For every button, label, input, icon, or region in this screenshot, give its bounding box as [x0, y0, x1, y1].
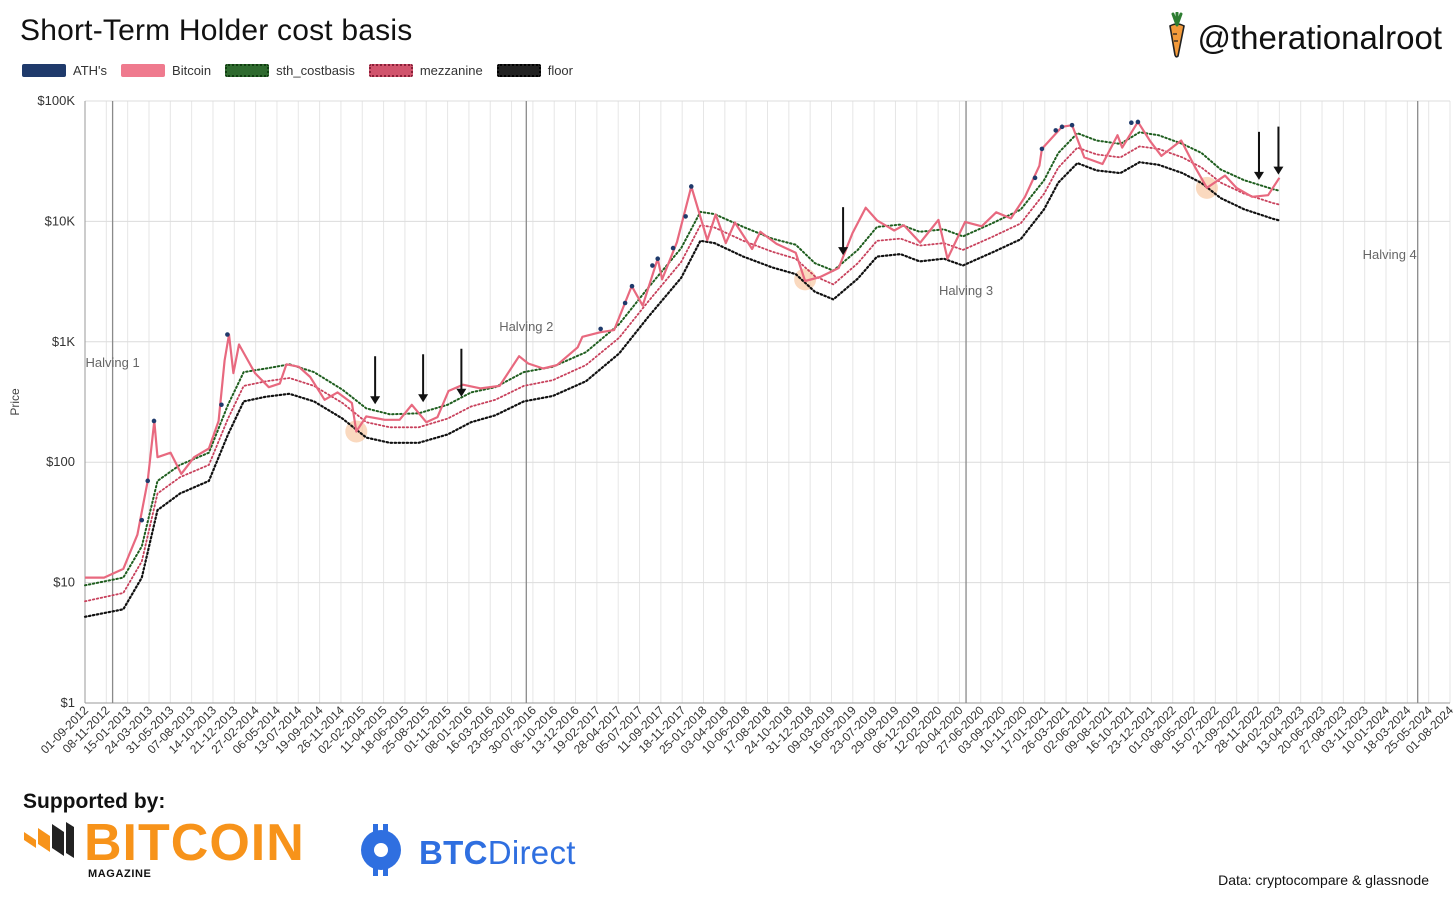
legend-label-ath: ATH's	[73, 63, 108, 78]
ath-point	[145, 478, 151, 484]
legend-swatch-mezzanine	[368, 64, 413, 77]
btcdirect-icon	[355, 822, 407, 883]
ath-point	[151, 418, 157, 424]
annotation-arrow-head	[370, 396, 381, 405]
legend-label-mezzanine: mezzanine	[419, 63, 483, 78]
annotation-arrow-head	[1253, 171, 1264, 180]
bitcoin-magazine-logo: BITCOIN MAGAZINE	[22, 814, 305, 880]
ath-point	[1039, 146, 1045, 152]
ath-point	[670, 245, 676, 251]
legend-swatch-ath	[22, 64, 66, 77]
ath-point	[688, 184, 694, 189]
chart-title: Short-Term Holder cost basis	[20, 14, 413, 47]
btcdirect-wordmark: BTCDirect	[419, 834, 576, 872]
legend-label-bitcoin: Bitcoin	[172, 63, 212, 78]
supported-by-label: Supported by:	[23, 790, 166, 813]
ath-point	[1059, 124, 1065, 130]
ath-point	[225, 332, 230, 337]
ath-point	[629, 283, 635, 289]
series-line-sth-costbasis	[84, 131, 1281, 587]
ath-point	[650, 263, 655, 268]
y-tick-label: $10	[53, 575, 75, 590]
ath-point	[1053, 128, 1059, 133]
halving-label: Halving 1	[85, 355, 139, 370]
annotation-arrow-head	[1273, 166, 1284, 175]
legend-label-floor: floor	[547, 63, 573, 78]
legend-label-sth-costbasis: sth_costbasis	[276, 63, 355, 78]
y-tick-label: $100	[46, 454, 75, 469]
bitcoin-magazine-icon	[22, 818, 76, 867]
data-source: Data: cryptocompare & glassnode	[1218, 872, 1429, 888]
ath-point	[1129, 120, 1134, 126]
legend-item-floor[interactable]: floor	[496, 63, 573, 78]
y-tick-label: $1K	[52, 334, 75, 349]
ath-point	[219, 402, 224, 408]
ath-point	[139, 517, 145, 523]
ath-point	[598, 326, 603, 332]
btcdirect-wordmark-bold: BTC	[419, 833, 488, 871]
ath-point	[1135, 119, 1141, 125]
legend-item-sth-costbasis[interactable]: sth_costbasis	[225, 63, 355, 78]
y-tick-label: $10K	[45, 213, 76, 228]
legend-item-bitcoin[interactable]: Bitcoin	[121, 63, 211, 78]
legend-swatch-sth-costbasis	[225, 64, 270, 77]
y-tick-label: $100K	[37, 93, 75, 108]
annotation-arrow-head	[418, 394, 429, 403]
legend-item-mezzanine[interactable]: mezzanine	[368, 63, 483, 78]
ath-point	[1032, 175, 1038, 181]
halving-label: Halving 4	[1363, 247, 1417, 262]
ath-point	[622, 300, 628, 306]
ath-point	[683, 214, 688, 219]
author-handle: @therationalroot	[1197, 18, 1442, 56]
btcdirect-wordmark-rest: Direct	[487, 833, 576, 871]
series-line-floor	[83, 161, 1281, 618]
ath-point	[655, 256, 661, 262]
y-tick-label: $1	[61, 695, 75, 710]
legend-swatch-bitcoin	[121, 64, 166, 77]
annotation-arrow-head	[838, 247, 849, 256]
btcdirect-logo: BTCDirect	[355, 822, 576, 883]
legend-swatch-floor	[496, 64, 541, 77]
legend: ATH's Bitcoin sth_costbasis mezzanine fl…	[22, 63, 577, 78]
legend-item-ath[interactable]: ATH's	[22, 63, 107, 78]
bitcoin-magazine-wordmark: BITCOIN	[84, 814, 305, 872]
annotation-arrow-head	[456, 388, 467, 397]
halving-label: Halving 3	[939, 283, 993, 298]
ath-point	[1069, 122, 1075, 128]
bitcoin-magazine-subtitle: MAGAZINE	[88, 868, 152, 880]
y-axis-label: Price	[8, 388, 22, 416]
brand: @therationalroot	[1164, 11, 1442, 63]
halving-label: Halving 2	[499, 319, 553, 334]
carrot-icon	[1164, 11, 1190, 63]
